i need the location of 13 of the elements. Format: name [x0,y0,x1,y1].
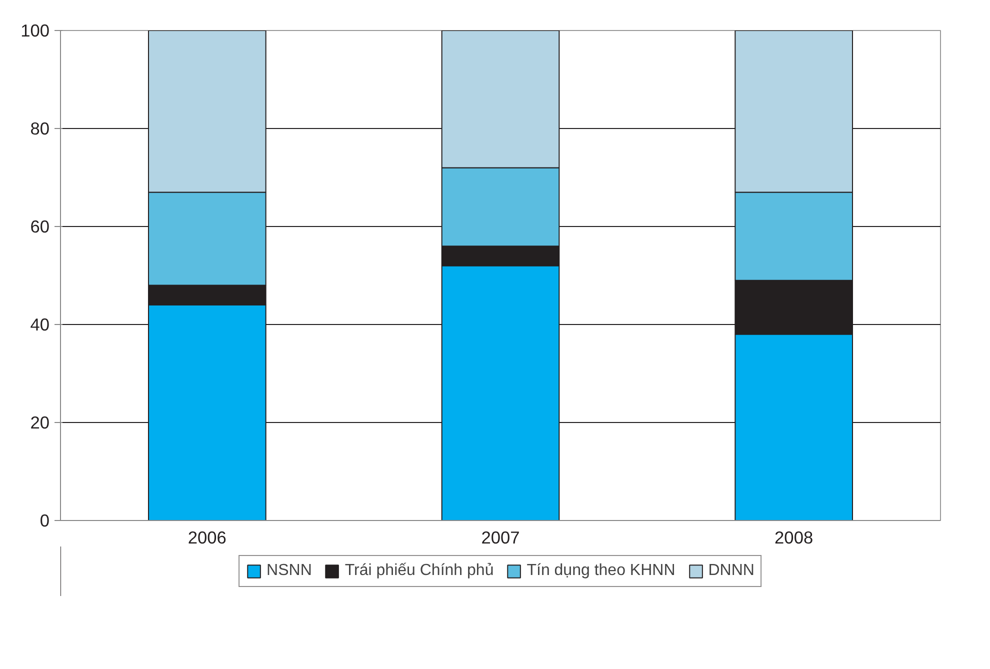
y-tick-label: 80 [30,118,50,138]
x-tick-label: 2007 [481,528,520,548]
legend-label: DNNN [708,562,754,580]
y-tick-label: 100 [20,20,50,40]
legend-label: NSNN [266,562,312,580]
legend-label: Trái phiếu Chính phủ [344,562,494,580]
x-tick-label: 2008 [774,528,814,548]
x-tick-label: 2006 [188,528,226,548]
y-tick-label: 20 [30,412,50,432]
y-tick-label: 40 [30,314,50,334]
y-tick-label: 60 [30,216,50,236]
legend-label: Tín dụng theo KHNN [526,562,676,580]
y-tick-label: 0 [40,510,50,530]
